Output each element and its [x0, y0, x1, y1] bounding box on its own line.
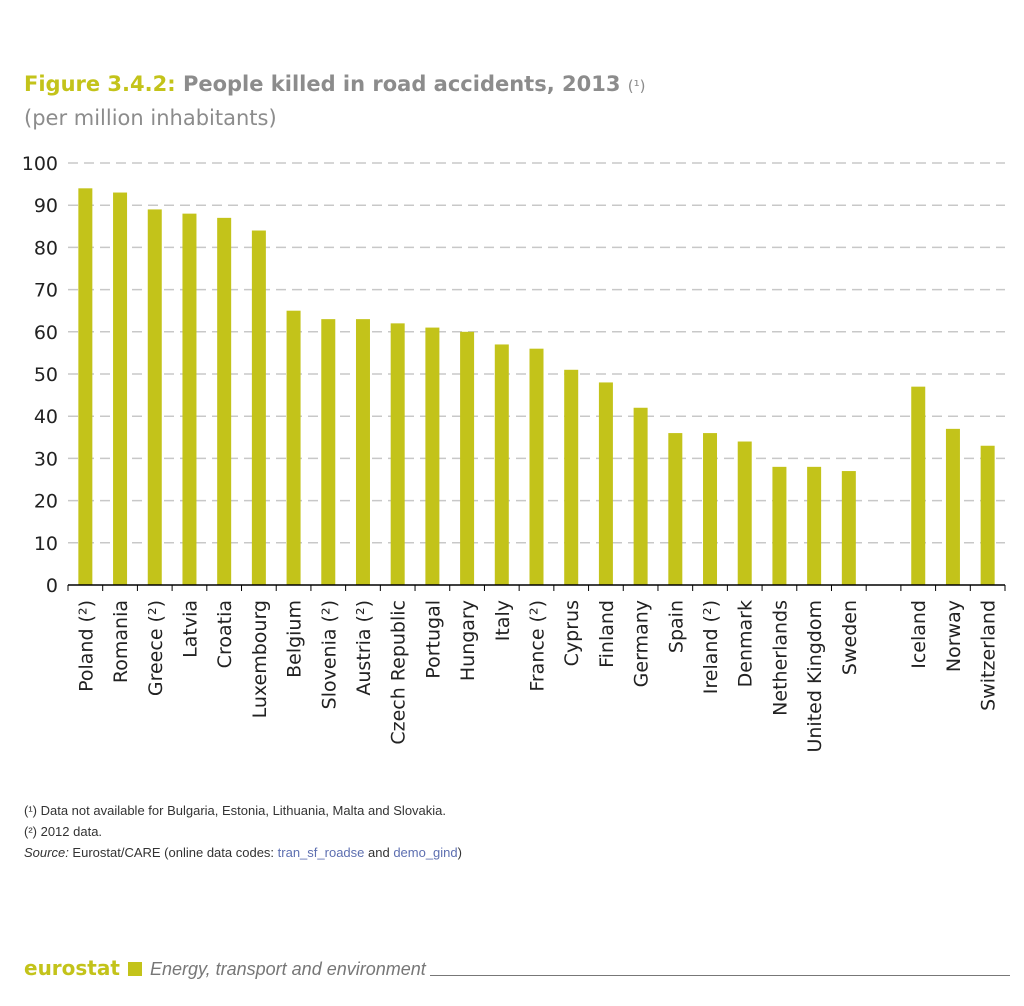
bar: [286, 310, 301, 585]
bar-chart: 0 10 20 30 40 50 60 70 80 90 100 Poland (²) Romania G…: [22, 153, 1006, 753]
bar: [78, 188, 93, 585]
footer-rule: [429, 975, 1010, 976]
y-tick-label: 0: [46, 575, 58, 597]
y-tick-label: 50: [34, 364, 58, 386]
x-tick-label: Spain: [665, 600, 687, 653]
x-tick-label: Greece (²): [145, 600, 167, 696]
x-tick-label: Denmark: [735, 600, 757, 687]
chart-title: Figure 3.4.2: People killed in road acci…: [24, 72, 645, 96]
footnote-1: (¹) Data not available for Bulgaria, Est…: [24, 803, 447, 818]
title-text: People killed in road accidents, 2013: [182, 72, 621, 96]
bar: [182, 213, 197, 585]
bar: [113, 192, 128, 586]
footer: eurostat Energy, transport and environme…: [24, 956, 1010, 980]
bar: [945, 428, 960, 585]
bar: [980, 445, 995, 585]
x-tick-label: Ireland (²): [700, 600, 722, 694]
y-tick-label: 40: [34, 406, 58, 428]
chart-subtitle: (per million inhabitants): [24, 106, 277, 130]
x-tick-label: Poland (²): [75, 600, 97, 692]
y-tick-label: 20: [34, 491, 58, 513]
bar: [564, 369, 579, 585]
bar: [911, 386, 926, 585]
source-and: and: [364, 845, 394, 860]
x-tick-label: Norway: [943, 600, 965, 672]
bar: [147, 209, 162, 586]
x-tick-label: Luxembourg: [249, 600, 271, 718]
y-tick-label: 100: [22, 153, 58, 175]
source-close: ): [457, 845, 462, 860]
logo-square-icon: [127, 962, 142, 976]
x-tick-label: Romania: [110, 600, 132, 683]
figure-number: Figure 3.4.2:: [24, 72, 176, 96]
y-tick-label: 90: [34, 195, 58, 217]
x-tick-label: Latvia: [179, 600, 201, 658]
footnote-2: (²) 2012 data.: [24, 824, 103, 839]
section-title: Energy, transport and environment: [149, 959, 426, 979]
bar: [494, 344, 509, 585]
bar: [668, 433, 683, 585]
bar: [737, 441, 752, 585]
title-note: (¹): [627, 77, 646, 95]
x-tick-label: Germany: [631, 600, 653, 687]
x-tick-label: Portugal: [422, 600, 444, 679]
x-tick-label: Czech Republic: [388, 600, 410, 745]
x-tick-label: Switzerland: [978, 600, 1000, 711]
x-tick-label: Croatia: [214, 600, 236, 668]
source-label: Source:: [24, 845, 69, 860]
x-tick-label: Netherlands: [769, 600, 791, 716]
source-text: Eurostat/CARE (online data codes:: [68, 845, 278, 860]
bar: [355, 319, 370, 585]
bar: [529, 348, 544, 585]
x-tick-label: Cyprus: [561, 600, 583, 666]
bar: [217, 217, 232, 586]
bar: [772, 466, 787, 585]
bar: [251, 230, 266, 585]
x-tick-label: Sweden: [839, 600, 861, 675]
x-tick-label: Italy: [492, 600, 514, 641]
x-tick-label: Hungary: [457, 600, 479, 681]
x-tick-label: Slovenia (²): [318, 600, 340, 709]
bar: [460, 331, 475, 585]
y-tick-label: 80: [34, 237, 58, 259]
link-demo-gind[interactable]: demo_gind: [393, 845, 458, 860]
x-tick-label: Finland: [596, 600, 618, 668]
bar: [841, 471, 856, 585]
y-tick-label: 10: [34, 533, 58, 555]
bar: [425, 327, 440, 585]
y-tick-label: 70: [34, 280, 58, 302]
source: Source: Eurostat/CARE (online data codes…: [24, 842, 462, 863]
x-tick-label: Austria (²): [353, 600, 375, 696]
bar: [390, 323, 405, 585]
bar: [807, 466, 822, 585]
eurostat-logo: eurostat: [24, 956, 120, 980]
y-tick-label: 60: [34, 322, 58, 344]
y-tick-label: 30: [34, 448, 58, 470]
bar: [703, 433, 718, 585]
link-tran-sf-roadse[interactable]: tran_sf_roadse: [277, 845, 365, 860]
x-tick-label: United Kingdom: [804, 600, 826, 753]
x-tick-label: Iceland: [908, 600, 930, 669]
bar: [633, 407, 648, 585]
footnotes: (¹) Data not available for Bulgaria, Est…: [24, 800, 462, 863]
bar: [598, 382, 613, 585]
x-tick-label: Belgium: [284, 600, 306, 678]
bar: [321, 319, 336, 585]
x-tick-label: France (²): [527, 600, 549, 692]
